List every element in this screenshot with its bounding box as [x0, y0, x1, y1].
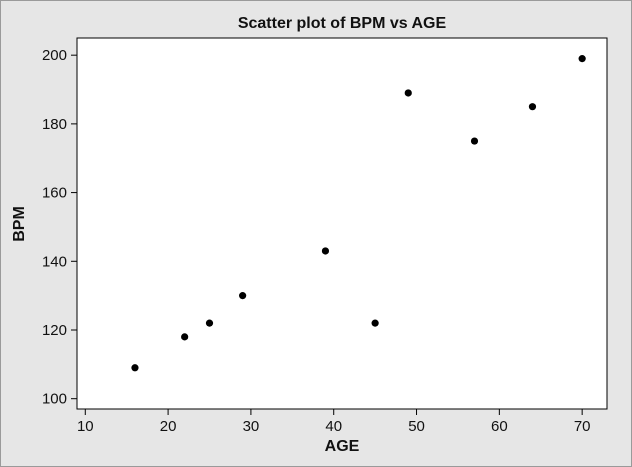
data-points — [131, 55, 586, 372]
y-axis: 100 120 140 160 180 200 — [42, 47, 77, 408]
x-tick-label: 60 — [491, 418, 508, 435]
chart-title: Scatter plot of BPM vs AGE — [238, 15, 447, 32]
y-axis-label: BPM — [11, 206, 28, 242]
x-tick-label: 40 — [325, 418, 342, 435]
y-tick-label: 140 — [42, 253, 67, 270]
y-tick-label: 160 — [42, 185, 67, 202]
data-point — [371, 319, 379, 327]
data-point — [205, 319, 214, 327]
x-tick-label: 20 — [160, 418, 177, 435]
data-point — [470, 137, 479, 145]
x-tick-label: 30 — [243, 418, 260, 435]
y-tick-label: 200 — [42, 47, 67, 64]
x-tick-label: 50 — [408, 418, 425, 435]
data-point — [404, 89, 412, 97]
data-point — [239, 292, 247, 300]
data-point — [321, 247, 330, 255]
x-axis: 10 20 30 40 50 60 70 — [77, 409, 591, 435]
data-point — [181, 333, 189, 341]
y-tick-label: 180 — [42, 116, 67, 133]
x-tick-label: 10 — [77, 418, 94, 435]
x-axis-label: AGE — [325, 438, 360, 455]
data-point — [131, 364, 139, 372]
y-tick-label: 100 — [42, 391, 67, 408]
data-point — [578, 55, 586, 63]
data-point — [528, 103, 537, 111]
plot-area — [76, 37, 608, 410]
x-tick-label: 70 — [574, 418, 591, 435]
y-tick-label: 120 — [42, 322, 67, 339]
